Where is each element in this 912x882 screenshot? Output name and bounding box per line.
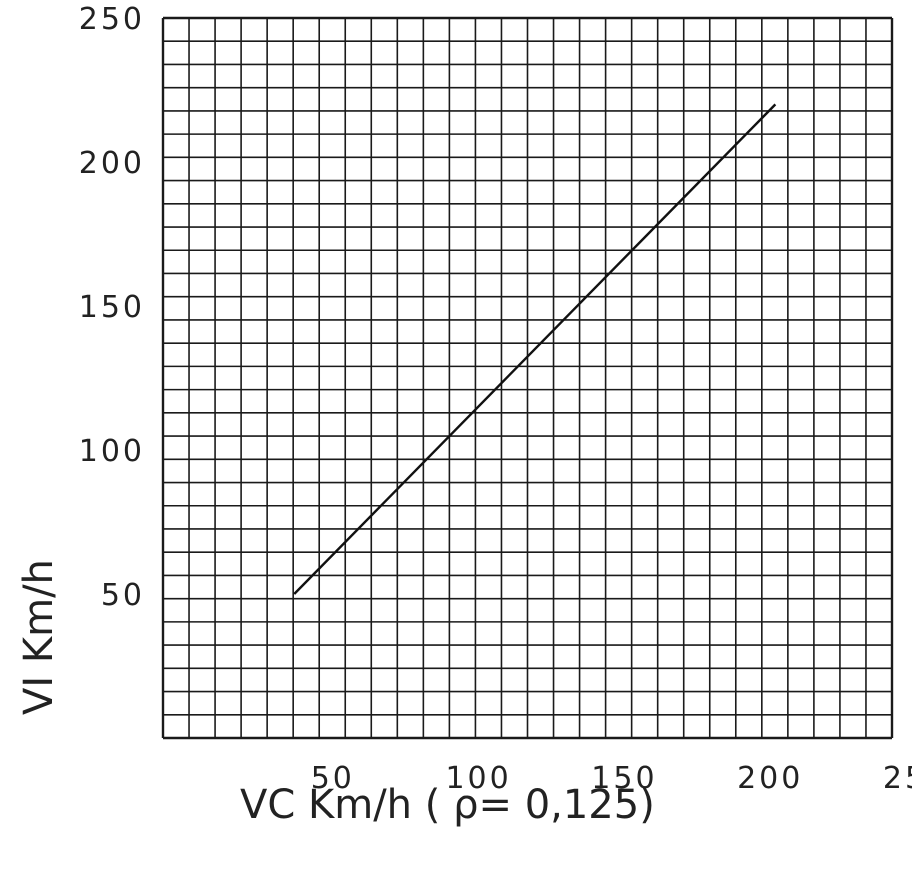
grid	[161, 16, 894, 740]
x-axis-label: VC Km/h ( ρ= 0,125)	[240, 782, 655, 828]
y-tick-label: 150	[79, 290, 145, 325]
y-tick-label: 250	[79, 2, 145, 37]
y-tick-label: 100	[79, 434, 145, 469]
y-tick-labels: 50 100 150 200 250	[79, 2, 145, 613]
x-tick-label: 150	[591, 761, 657, 796]
series-line	[293, 103, 777, 595]
x-tick-labels: 50 100 150 200 250	[311, 761, 912, 796]
x-tick-label: 200	[737, 761, 803, 796]
y-tick-label: 200	[79, 146, 145, 181]
series-layer	[293, 103, 777, 595]
x-tick-label: 100	[445, 761, 511, 796]
x-tick-label: 50	[311, 761, 355, 796]
y-tick-label: 50	[101, 578, 145, 613]
y-axis-label: VI Km/h	[16, 559, 62, 715]
x-tick-label: 250	[883, 761, 912, 796]
